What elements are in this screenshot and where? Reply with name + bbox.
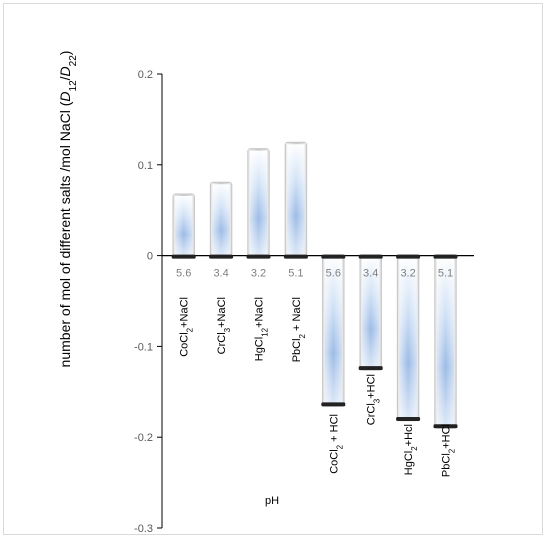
axes-group: 0.2 0.1 0 -0.1 -0.2 -0.3 [134,69,474,535]
ph-value-label: 3.2 [400,268,415,280]
bar-base-cap [209,254,234,259]
category-label: CrCl3+HCl [366,374,382,425]
y-tick-label: -0.3 [134,523,153,535]
bar-shine [360,255,381,370]
bar-base-cap [171,254,196,259]
bar [209,181,234,259]
bar-base-cap [396,254,421,259]
ph-value-label: 5.6 [176,268,191,280]
y-tick-label: 0.1 [138,160,153,172]
bar-shine [173,194,194,256]
bar-base-cap [433,254,458,259]
y-tick-label: -0.1 [134,341,153,353]
ph-value-label: 5.1 [288,268,303,280]
bar-base-cap [358,254,383,259]
x-axis-title: pH [265,495,279,507]
bar-base-cap [283,254,308,259]
ph-value-label: 3.2 [251,268,266,280]
y-axis-title: number of mol of different salts /mol Na… [57,51,79,368]
bar-shine [398,255,419,420]
bar-shine [211,182,232,256]
labels-group: 5.6 3.4 3.2 5.1 5.6 3.4 3.2 5.1 CoCl2+NaCl CrCl3+… [57,51,456,507]
bar-end-cap [321,402,346,407]
bar-base-cap [246,254,271,259]
category-label: HgCl12+NaCl [254,297,270,361]
ph-value-label: 3.4 [213,268,228,280]
bar-end-cap [433,424,458,429]
bar [396,254,421,422]
bar-end-cap [396,416,421,421]
category-label: HgCl2+Hcl [403,424,419,475]
y-tick-label: 0.2 [138,69,153,81]
bar-shine [248,149,269,256]
bar-shine [323,255,344,406]
bar-chart: 0.2 0.1 0 -0.1 -0.2 -0.3 5.6 3.4 3.2 5.1 5.6 3.4 3.… [57,51,474,535]
bar-shine [435,255,456,428]
category-label: PbCl2 + NaCl [291,297,307,362]
category-label: CrCl3+NaCl [216,297,232,354]
bar [246,148,271,259]
bar [321,254,346,407]
bar-base-cap [321,254,346,259]
category-label: PbCl2+HCl [441,424,457,477]
category-label: CoCl2 + HCl [328,414,344,474]
bar [171,193,196,259]
bar [358,254,383,371]
bar [283,141,308,259]
chart-frame: 0.2 0.1 0 -0.1 -0.2 -0.3 5.6 3.4 3.2 5.1 5.6 3.4 3.… [3,3,543,535]
y-tick-label: -0.2 [134,432,153,444]
bar-end-cap [358,366,383,371]
category-label: CoCl2+NaCl [179,297,195,357]
ph-value-label: 3.4 [363,268,378,280]
bar [433,254,458,429]
bar-shine [285,143,306,256]
y-tick-label: 0 [147,251,153,263]
ph-value-label: 5.6 [326,268,341,280]
bars-group [171,141,458,429]
ph-value-label: 5.1 [438,268,453,280]
